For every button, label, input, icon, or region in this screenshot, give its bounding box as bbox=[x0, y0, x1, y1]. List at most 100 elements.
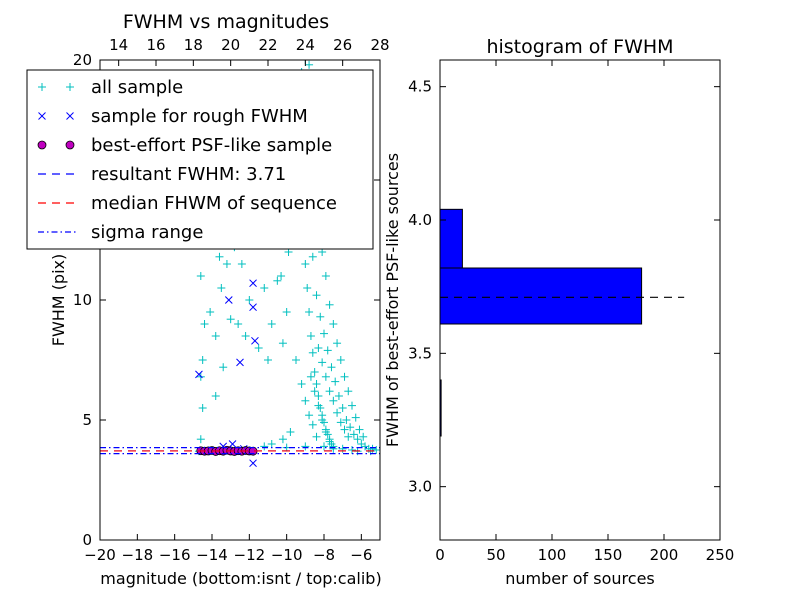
series-0-point-70 bbox=[342, 416, 351, 424]
series-0-point-90 bbox=[314, 401, 323, 410]
y-tick-label: 5 bbox=[82, 411, 92, 429]
legend-marker bbox=[66, 83, 74, 91]
scatter-y-label: FWHM (pix) bbox=[49, 254, 68, 347]
series-0-point-107 bbox=[301, 442, 310, 451]
series-0-point-84 bbox=[333, 408, 342, 417]
series-0-point-61 bbox=[308, 252, 317, 261]
series-0-point-26 bbox=[264, 356, 272, 364]
series-0-point-101 bbox=[278, 435, 287, 444]
series-0-point-126 bbox=[333, 339, 342, 348]
x-tick-label: −8 bbox=[313, 546, 335, 564]
series-0-point-46 bbox=[305, 308, 314, 316]
series-0-point-67 bbox=[331, 377, 340, 386]
series-0-point-129 bbox=[344, 387, 353, 396]
series-0-point-130 bbox=[348, 401, 356, 410]
series-0-point-11 bbox=[222, 260, 231, 268]
histogram-bar-0 bbox=[440, 379, 442, 437]
histogram-bars bbox=[440, 208, 643, 437]
top-tick-label: 20 bbox=[221, 36, 240, 54]
series-0-point-2 bbox=[198, 404, 207, 412]
series-0-point-24 bbox=[260, 284, 269, 292]
x-tick-label: 200 bbox=[650, 546, 679, 564]
series-1-point-0 bbox=[195, 370, 203, 379]
y-tick-label: 20 bbox=[73, 51, 92, 69]
series-0-point-13 bbox=[211, 392, 220, 400]
scatter-legend: all sample sample for rough FWHM best-effo… bbox=[26, 69, 374, 250]
series-0-point-14 bbox=[219, 363, 228, 372]
legend-marker bbox=[65, 140, 75, 150]
x-tick-label: 250 bbox=[706, 546, 735, 564]
series-0-point-80 bbox=[318, 358, 327, 367]
legend-marker bbox=[66, 112, 74, 120]
series-1-point-6 bbox=[228, 440, 237, 448]
series-0-point-28 bbox=[273, 276, 282, 285]
series-0-point-68 bbox=[334, 392, 343, 400]
series-0-point-25 bbox=[254, 344, 263, 352]
series-0-point-92 bbox=[321, 428, 330, 436]
series-0-point-82 bbox=[325, 387, 334, 396]
histogram-frame bbox=[439, 59, 721, 541]
series-1-point-4 bbox=[249, 303, 257, 312]
series-0-point-6 bbox=[196, 272, 205, 280]
series-0-point-5 bbox=[200, 320, 209, 328]
top-tick-label: 22 bbox=[258, 36, 277, 54]
series-0-point-21 bbox=[245, 296, 254, 304]
series-0-point-66 bbox=[327, 363, 336, 372]
legend-box bbox=[26, 69, 374, 250]
series-0-point-100 bbox=[286, 428, 295, 436]
series-0-point-8 bbox=[206, 308, 215, 316]
scatter-panel: −20−18−16−14−12−10−8−6 05101520 14161820… bbox=[26, 11, 390, 588]
series-0-point-20 bbox=[241, 332, 250, 340]
x-tick-label: −6 bbox=[350, 546, 372, 564]
series-0-point-32 bbox=[282, 308, 291, 316]
histogram-x-label: number of sources bbox=[505, 569, 655, 588]
series-0-point-73 bbox=[353, 435, 362, 444]
series-0-point-81 bbox=[321, 372, 330, 381]
series-0-point-88 bbox=[306, 372, 315, 381]
series-0-point-19 bbox=[234, 320, 243, 328]
series-0-point-125 bbox=[329, 320, 338, 328]
series-1-point-2 bbox=[236, 358, 244, 367]
x-tick-label: −18 bbox=[122, 546, 154, 564]
series-1-point-1 bbox=[224, 296, 233, 304]
series-0-point-62 bbox=[312, 291, 321, 300]
y-tick-label: 0 bbox=[82, 531, 92, 549]
histogram-title: histogram of FWHM bbox=[486, 36, 673, 58]
series-0-point-50 bbox=[312, 380, 321, 388]
series-0-point-91 bbox=[318, 416, 327, 424]
series-0-point-111 bbox=[329, 444, 338, 453]
series-0-point-133 bbox=[359, 432, 368, 441]
series-0-point-124 bbox=[325, 300, 334, 309]
series-1-point-3 bbox=[249, 279, 257, 288]
histogram-y-ticks: 3.0 3.5 4.0 4.5 bbox=[408, 78, 720, 496]
legend-label: all sample bbox=[91, 77, 183, 98]
series-0-point-65 bbox=[323, 346, 332, 355]
x-tick-label: 100 bbox=[538, 546, 567, 564]
series-0-point-12 bbox=[226, 315, 235, 324]
series-0-point-10 bbox=[217, 284, 226, 292]
y-tick-label: 4.5 bbox=[408, 78, 432, 96]
series-0-point-69 bbox=[338, 404, 347, 412]
scatter-top-ticks: 14 16 18 20 22 24 26 28 bbox=[109, 36, 390, 66]
series-0-point-123 bbox=[321, 272, 330, 280]
histogram-y-label: FWHM of best-effort PSF-like sources bbox=[383, 153, 402, 447]
legend-marker bbox=[38, 112, 46, 120]
y-tick-label: 3.5 bbox=[408, 344, 432, 362]
y-tick-label: 3.0 bbox=[408, 478, 432, 496]
series-0-point-71 bbox=[346, 423, 355, 432]
series-0-point-94 bbox=[292, 356, 300, 364]
series-1-point-7 bbox=[249, 459, 257, 468]
series-0-point-132 bbox=[355, 425, 364, 434]
legend-marker bbox=[37, 140, 47, 150]
scatter-x-label: magnitude (bottom:isnt / top:calib) bbox=[100, 569, 381, 588]
y-tick-label: 4.0 bbox=[408, 211, 432, 229]
legend-label: median FHWM of sequence bbox=[91, 193, 337, 214]
series-0-point-47 bbox=[306, 332, 315, 340]
series-0-point-79 bbox=[314, 344, 323, 352]
series-0-point-1 bbox=[196, 435, 205, 444]
series-0-point-87 bbox=[344, 432, 353, 441]
series-1-point-5 bbox=[251, 336, 259, 345]
legend-label: resultant FWHM: 3.71 bbox=[91, 164, 286, 185]
series-0-point-15 bbox=[215, 252, 224, 261]
